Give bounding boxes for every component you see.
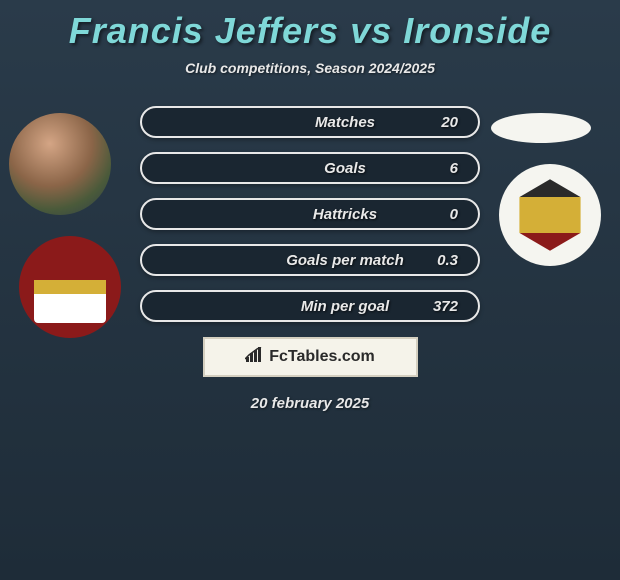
date-text: 20 february 2025 xyxy=(0,395,620,412)
club-crest-left-icon xyxy=(34,251,105,322)
player-left-avatar xyxy=(9,113,111,215)
stat-value: 0.3 xyxy=(418,252,458,269)
stat-value: 20 xyxy=(418,114,458,131)
stat-label: Min per goal xyxy=(162,298,418,315)
club-badge-right xyxy=(499,164,601,266)
stat-label: Hattricks xyxy=(162,206,418,223)
branding-box: FcTables.com xyxy=(203,337,418,377)
stat-row: Matches 20 xyxy=(140,106,480,138)
stat-label: Goals per match xyxy=(162,252,418,269)
club-badge-left xyxy=(19,236,121,338)
stat-row: Goals per match 0.3 xyxy=(140,244,480,276)
stat-row: Hattricks 0 xyxy=(140,198,480,230)
stat-label: Goals xyxy=(162,160,418,177)
club-crest-right-icon xyxy=(519,179,580,250)
stat-label: Matches xyxy=(162,114,418,131)
stat-row: Goals 6 xyxy=(140,152,480,184)
player-right-placeholder xyxy=(491,113,591,143)
branding-text: FcTables.com xyxy=(269,348,375,366)
stat-row: Min per goal 372 xyxy=(140,290,480,322)
season-subtitle: Club competitions, Season 2024/2025 xyxy=(0,60,620,76)
main-content: Matches 20 Goals 6 Hattricks 0 Goals per… xyxy=(0,106,620,412)
stat-value: 372 xyxy=(418,298,458,315)
stat-value: 0 xyxy=(418,206,458,223)
stat-value: 6 xyxy=(418,160,458,177)
comparison-title: Francis Jeffers vs Ironside xyxy=(0,0,620,52)
stats-list: Matches 20 Goals 6 Hattricks 0 Goals per… xyxy=(140,106,480,322)
chart-icon xyxy=(245,347,263,368)
